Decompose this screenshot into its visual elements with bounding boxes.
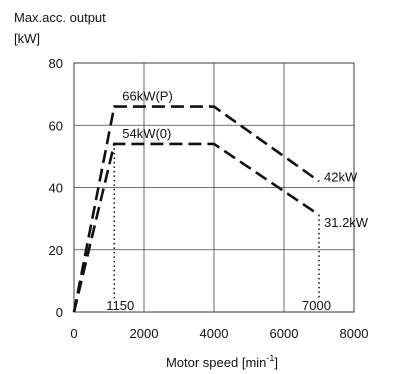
- y-tick-label: 60: [49, 118, 63, 133]
- x-tick-label: 8000: [340, 326, 369, 341]
- endpoint-annotation: 42kW: [324, 169, 358, 184]
- y-tick-label: 0: [56, 305, 63, 320]
- reference-line-label: 1150: [106, 298, 134, 313]
- reference-lines: [113, 143, 320, 300]
- series-label: 54kW(0): [122, 126, 171, 141]
- x-tick-label: 2000: [130, 326, 159, 341]
- x-axis-label-superscript: -1: [266, 353, 274, 363]
- x-axis-label: Motor speed [min-1]: [166, 353, 278, 370]
- x-tick-label: 0: [70, 326, 77, 341]
- series-labels: 1150 7000 66kW(P) 54kW(0) 42kW 31.2kW: [106, 89, 369, 313]
- y-tick-labels: 0 20 40 60 80: [49, 56, 63, 320]
- series-label: 66kW(P): [122, 89, 173, 104]
- x-tick-label: 6000: [270, 326, 299, 341]
- y-tick-label: 40: [49, 181, 63, 196]
- x-tick-label: 4000: [200, 326, 229, 341]
- y-axis-label-line1: Max.acc. output: [14, 10, 106, 25]
- series-lines: [72, 105, 320, 313]
- grid-lines: [73, 62, 355, 313]
- series-line-1: [72, 105, 320, 313]
- y-tick-label: 80: [49, 56, 63, 71]
- reference-line-label: 7000: [302, 298, 331, 313]
- endpoint-annotation: 31.2kW: [324, 215, 369, 230]
- series-line-2: [72, 142, 320, 313]
- x-axis-label-close: ]: [274, 355, 278, 370]
- y-axis-label-line2: [kW]: [14, 31, 40, 46]
- x-tick-labels: 0 2000 4000 6000 8000: [70, 326, 368, 341]
- y-tick-label: 20: [49, 243, 63, 258]
- x-axis-label-main: Motor speed [min: [166, 355, 266, 370]
